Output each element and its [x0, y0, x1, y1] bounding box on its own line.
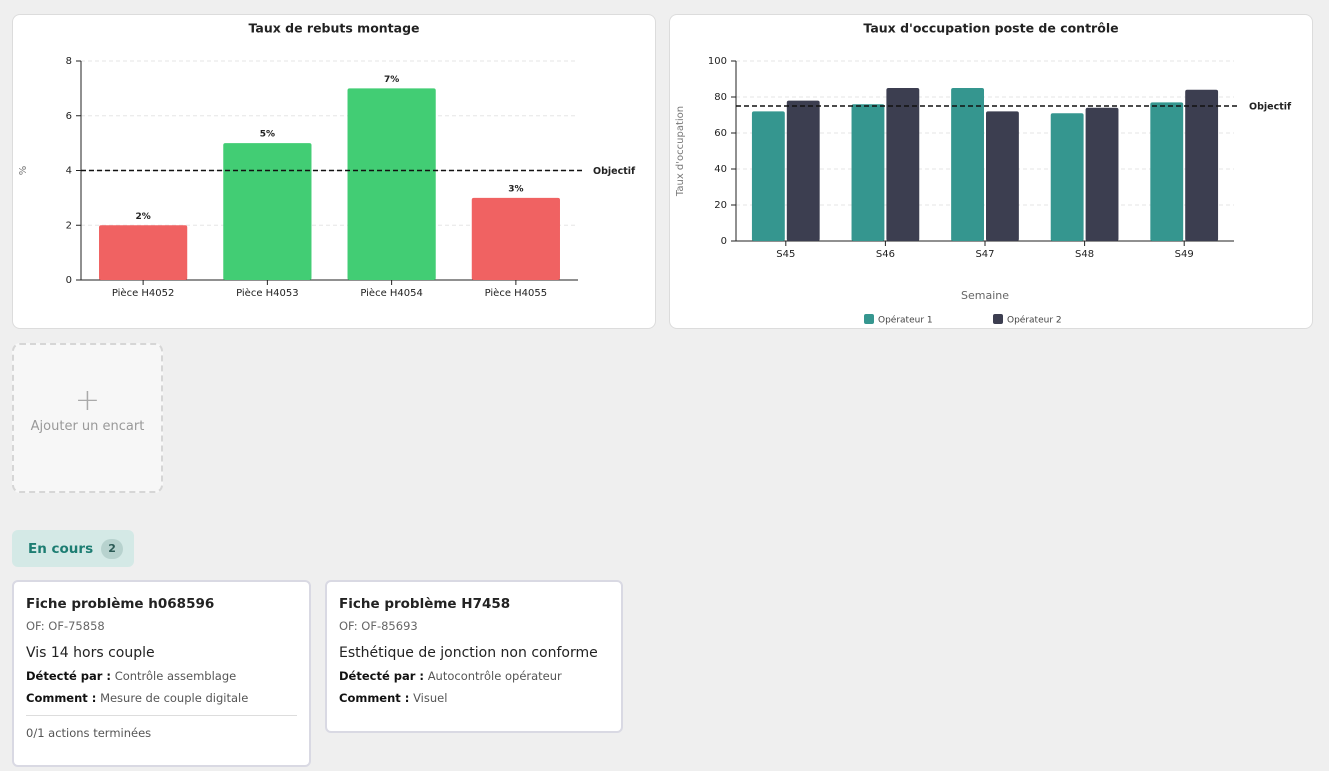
x-tick-label: S47 — [975, 249, 994, 260]
card-detected: Détecté par : Autocontrôle opérateur — [339, 669, 609, 683]
chart-panel: Taux d'occupation poste de contrôle Taux … — [669, 14, 1313, 329]
y-tick-label: 4 — [66, 166, 72, 177]
card-footer: 0/1 actions terminées — [26, 715, 297, 740]
chart-title: Taux de rebuts montage — [248, 21, 419, 36]
y-tick-label: 20 — [714, 200, 727, 211]
y-tick-label: 80 — [714, 92, 727, 103]
bar — [99, 225, 188, 280]
value: Visuel — [413, 691, 448, 705]
chart-panel: Taux de rebuts montage% 0 2 4 6 8 Pièce H4052 2… — [12, 14, 656, 329]
add-card[interactable]: + Ajouter un encart — [12, 343, 163, 493]
value: Contrôle assemblage — [114, 669, 237, 683]
problem-card[interactable]: Fiche problème H7458 OF: OF-85693 Esthét… — [325, 580, 623, 733]
bar — [347, 88, 436, 280]
card-detected: Détecté par : Contrôle assemblage — [26, 669, 297, 683]
bar — [751, 111, 785, 242]
chart-title: Taux d'occupation poste de contrôle — [863, 21, 1118, 36]
x-tick-label: Pièce H4055 — [485, 287, 548, 299]
y-axis-label: % — [18, 166, 29, 176]
target-label: Objectif — [593, 166, 636, 177]
card-description: Vis 14 hors couple — [26, 645, 155, 661]
chart: Taux de rebuts montage% 0 2 4 6 8 Pièce H4052 2… — [18, 21, 636, 300]
y-tick-label: 100 — [708, 56, 727, 67]
legend-label: Opérateur 1 — [878, 315, 933, 326]
x-tick-label: S49 — [1175, 249, 1194, 260]
bar — [851, 104, 885, 241]
bar — [1150, 102, 1184, 242]
card-of: OF: OF-75858 — [26, 619, 105, 633]
label: Détecté par : — [339, 669, 425, 683]
x-axis-label: Semaine — [961, 289, 1009, 302]
card-comment: Comment : Visuel — [339, 691, 609, 705]
legend-swatch — [993, 314, 1003, 324]
card-title: Fiche problème H7458 — [339, 596, 511, 612]
bar — [471, 197, 560, 280]
y-tick-label: 2 — [66, 220, 72, 231]
legend-swatch — [864, 314, 874, 324]
data-label: 3% — [508, 184, 523, 194]
bar — [1050, 113, 1084, 241]
value: Mesure de couple digitale — [100, 691, 249, 705]
bar — [951, 88, 984, 241]
card-comment: Comment : Mesure de couple digitale — [26, 691, 297, 705]
y-tick-label: 8 — [66, 56, 72, 67]
data-label: 5% — [260, 130, 275, 140]
x-tick-label: S46 — [876, 249, 895, 260]
label: Comment : — [26, 691, 97, 705]
y-tick-label: 0 — [721, 236, 727, 247]
bar — [1085, 107, 1119, 241]
target-label: Objectif — [1249, 102, 1292, 113]
data-label: 7% — [384, 75, 399, 85]
card-of: OF: OF-85693 — [339, 619, 418, 633]
y-axis-label: Taux d'occupation — [675, 106, 686, 197]
chart: Taux d'occupation poste de contrôle Taux … — [675, 21, 1292, 326]
bar — [986, 111, 1019, 242]
plus-icon: + — [74, 383, 101, 418]
x-tick-label: S45 — [776, 249, 795, 260]
y-tick-label: 60 — [714, 128, 727, 139]
problem-card[interactable]: Fiche problème h068596 OF: OF-75858 Vis … — [12, 580, 311, 767]
bar — [886, 88, 920, 241]
section-tab[interactable]: En cours 2 — [12, 530, 134, 567]
y-tick-label: 6 — [66, 111, 72, 122]
bar — [223, 143, 312, 280]
card-description: Esthétique de jonction non conforme — [339, 645, 598, 661]
bar — [1185, 89, 1219, 241]
x-tick-label: Pièce H4052 — [112, 287, 175, 299]
y-tick-label: 0 — [66, 275, 72, 286]
card-title: Fiche problème h068596 — [26, 596, 215, 612]
x-tick-label: Pièce H4054 — [360, 287, 423, 299]
section-title: En cours — [28, 540, 94, 557]
data-label: 2% — [135, 212, 150, 222]
label: Détecté par : — [26, 669, 112, 683]
value: Autocontrôle opérateur — [427, 669, 562, 683]
legend-label: Opérateur 2 — [1007, 315, 1062, 326]
x-tick-label: Pièce H4053 — [236, 287, 299, 299]
section-count: 2 — [101, 538, 124, 559]
x-tick-label: S48 — [1075, 249, 1094, 260]
bar — [786, 100, 820, 241]
label: Comment : — [339, 691, 410, 705]
add-card-label: Ajouter un encart — [30, 419, 145, 434]
y-tick-label: 40 — [714, 164, 727, 175]
